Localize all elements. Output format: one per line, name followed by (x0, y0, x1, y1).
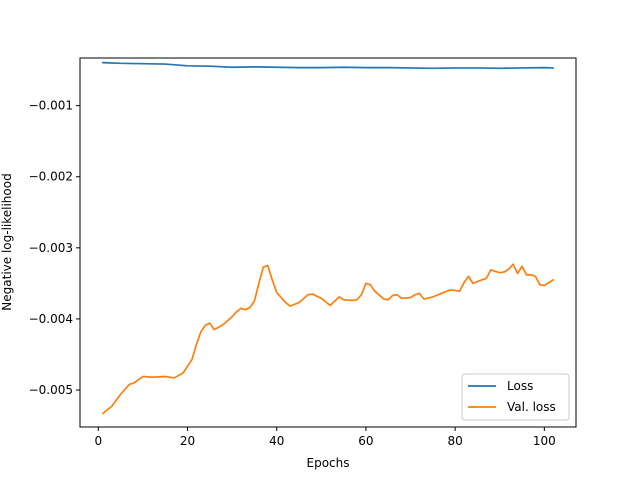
axes-frame (79, 57, 577, 428)
x-tick-label: 60 (358, 434, 373, 448)
y-tick-label: −0.002 (29, 170, 73, 184)
series-line-loss (101, 61, 555, 70)
y-tick-label: −0.004 (29, 312, 73, 326)
y-tick-label: −0.005 (29, 383, 73, 397)
series-line-val-loss (101, 263, 555, 415)
legend-label-loss: Loss (507, 379, 533, 393)
legend-label-val-loss: Val. loss (507, 400, 556, 414)
x-tick-label: 20 (180, 434, 195, 448)
y-axis-label: Negative log-likelihood (0, 173, 14, 310)
x-axis-label: Epochs (307, 456, 350, 470)
x-tick-label: 80 (447, 434, 462, 448)
x-tick-label: 0 (94, 434, 102, 448)
x-axis-ticks: 0 20 40 60 80 100 (94, 427, 556, 448)
y-axis-ticks: −0.005 −0.004 −0.003 −0.002 −0.001 (29, 99, 80, 397)
x-tick-label: 40 (269, 434, 284, 448)
y-tick-label: −0.003 (29, 241, 73, 255)
plot-lines (101, 61, 555, 415)
legend: Loss Val. loss (461, 373, 570, 421)
y-tick-label: −0.001 (29, 99, 73, 113)
x-tick-label: 100 (533, 434, 556, 448)
